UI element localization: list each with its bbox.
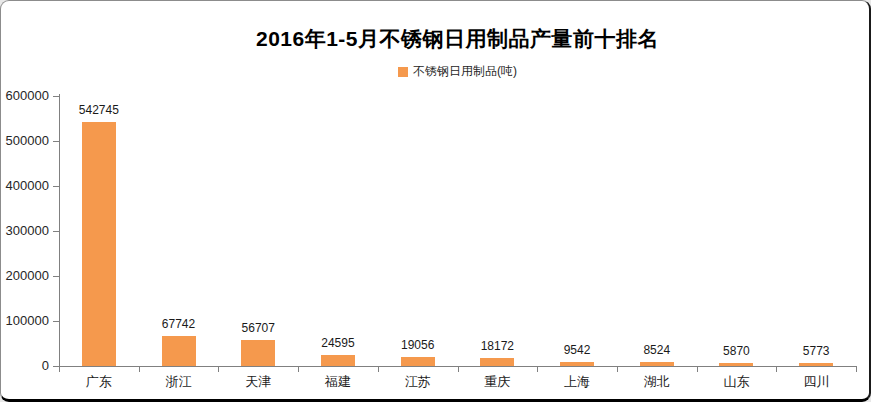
- plot-area: 0 100000 200000 300000 400000 500000 600000 542…: [1, 1, 869, 399]
- x-axis-category-label: 重庆: [458, 374, 538, 390]
- x-axis-tick: [298, 367, 299, 372]
- x-axis-tick: [617, 367, 618, 372]
- bar-山东: [719, 363, 753, 366]
- bar-广东: [82, 122, 116, 366]
- y-axis-tick-label: 500000: [1, 133, 49, 149]
- x-axis-tick: [537, 367, 538, 372]
- x-axis-tick: [59, 367, 60, 372]
- y-axis-tick: [53, 186, 59, 187]
- bar-value-label: 5870: [697, 344, 777, 358]
- x-axis-tick: [378, 367, 379, 372]
- x-axis-tick: [139, 367, 140, 372]
- bar-浙江: [162, 336, 196, 366]
- x-axis-category-label: 山东: [697, 374, 777, 390]
- bar-value-label: 5773: [776, 344, 856, 358]
- x-axis-tick: [856, 367, 857, 372]
- x-axis-category-label: 四川: [776, 374, 856, 390]
- x-axis-category-label: 天津: [218, 374, 298, 390]
- x-axis-category-label: 江苏: [378, 374, 458, 390]
- bar-天津: [241, 340, 275, 366]
- y-axis-tick-label: 200000: [1, 268, 49, 284]
- y-axis-line: [59, 94, 60, 366]
- bar-value-label: 24595: [298, 336, 378, 350]
- bar-湖北: [640, 362, 674, 366]
- x-axis-tick: [697, 367, 698, 372]
- x-axis-category-label: 上海: [537, 374, 617, 390]
- y-axis-tick-label: 0: [1, 358, 49, 374]
- bar-四川: [799, 363, 833, 366]
- bar-value-label: 67742: [139, 317, 219, 331]
- bar-福建: [321, 355, 355, 366]
- y-axis-tick: [53, 276, 59, 277]
- bar-江苏: [401, 357, 435, 366]
- bar-value-label: 18172: [458, 339, 538, 353]
- x-axis-category-label: 湖北: [617, 374, 697, 390]
- x-axis-tick: [218, 367, 219, 372]
- bar-value-label: 8524: [617, 343, 697, 357]
- y-axis-tick: [53, 141, 59, 142]
- y-axis-tick-label: 600000: [1, 88, 49, 104]
- x-axis-category-label: 福建: [298, 374, 378, 390]
- chart-window: 2016年1-5月不锈钢日用制品产量前十排名 不锈钢日用制品(吨) 010000…: [0, 0, 871, 402]
- x-axis-tick: [776, 367, 777, 372]
- y-axis-tick-label: 100000: [1, 313, 49, 329]
- y-axis-tick-label: 400000: [1, 178, 49, 194]
- bar-重庆: [480, 358, 514, 366]
- y-axis-tick: [53, 231, 59, 232]
- bar-value-label: 19056: [378, 338, 458, 352]
- bar-value-label: 56707: [218, 321, 298, 335]
- x-axis-category-label: 广东: [59, 374, 139, 390]
- bar-value-label: 9542: [537, 343, 617, 357]
- y-axis-tick: [53, 321, 59, 322]
- x-axis-category-label: 浙江: [139, 374, 219, 390]
- bar-value-label: 542745: [59, 103, 139, 117]
- bar-上海: [560, 362, 594, 366]
- y-axis-tick-label: 300000: [1, 223, 49, 239]
- x-axis-tick: [458, 367, 459, 372]
- y-axis-tick: [53, 96, 59, 97]
